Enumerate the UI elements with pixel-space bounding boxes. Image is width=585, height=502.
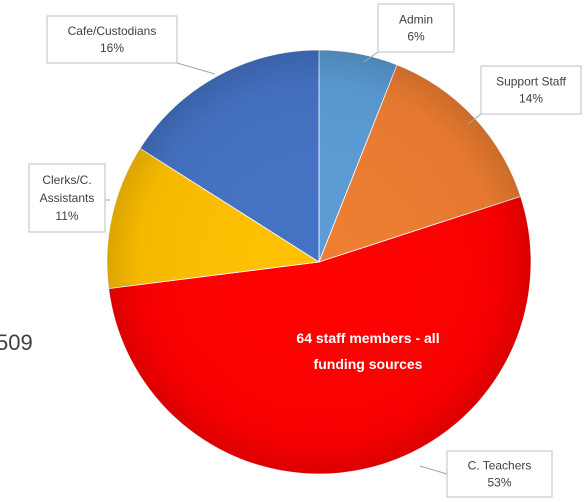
- callout-box: [446, 450, 553, 498]
- callout-percent: 16%: [100, 41, 124, 55]
- callout-box: [46, 15, 178, 64]
- callout-category-label: Cafe/Custodians: [68, 24, 157, 38]
- center-label-line-2: funding sources: [314, 356, 423, 372]
- pie-shading: [107, 50, 531, 474]
- callout-labels: Admin 6% Support Staff 14% C. Teachers 53% Cle…: [28, 3, 582, 498]
- callout-box: [480, 65, 582, 115]
- callout-category-label: Admin: [399, 13, 433, 27]
- leader-line-cafe-custodians: [176, 62, 216, 75]
- side-number: 509: [0, 330, 33, 355]
- callout-support-staff: Support Staff 14%: [480, 65, 582, 115]
- callout-clerks-c-assistants: Clerks/C. Assistants 11%: [28, 163, 106, 233]
- callout-c-teachers: C. Teachers 53%: [446, 450, 553, 498]
- callout-box: [377, 3, 455, 53]
- callout-category-label: Assistants: [40, 191, 95, 205]
- callout-percent: 6%: [407, 30, 425, 44]
- leader-line-c-teachers: [419, 465, 448, 475]
- callout-percent: 11%: [55, 209, 78, 223]
- callout-category-label: Clerks/C.: [42, 173, 91, 187]
- callout-box: [28, 163, 106, 233]
- leader-line-support-staff: [467, 113, 482, 125]
- callout-percent: 14%: [519, 92, 543, 106]
- center-label-line-1: 64 staff members - all: [296, 330, 439, 346]
- callout-percent: 53%: [487, 476, 511, 490]
- callout-leader-lines: [105, 51, 482, 475]
- callout-category-label: C. Teachers: [468, 459, 532, 473]
- callout-category-label: Support Staff: [496, 75, 566, 89]
- callout-cafe-custodians: Cafe/Custodians 16%: [46, 15, 178, 64]
- leader-line-admin: [363, 51, 379, 63]
- callout-admin: Admin 6%: [377, 3, 455, 53]
